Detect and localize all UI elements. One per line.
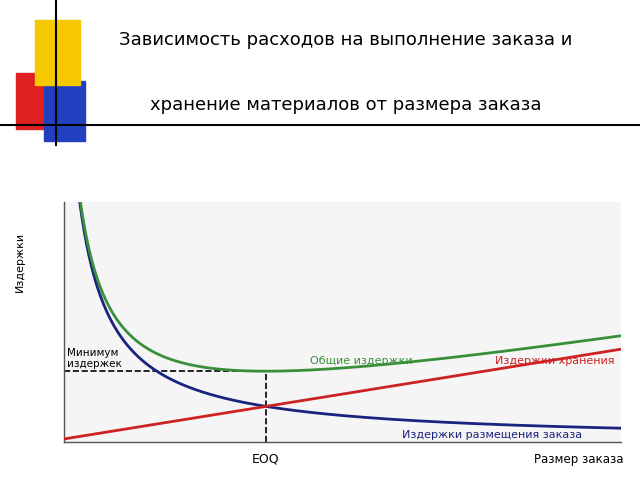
Text: Минимум
издержек: Минимум издержек (67, 348, 122, 369)
Text: Зависимость расходов на выполнение заказа и: Зависимость расходов на выполнение заказ… (119, 31, 572, 49)
Text: Общие издержки: Общие издержки (310, 356, 412, 366)
Bar (16, 72, 51, 129)
Bar (44, 81, 85, 141)
Text: EOQ: EOQ (252, 453, 280, 466)
Text: хранение материалов от размера заказа: хранение материалов от размера заказа (150, 96, 541, 114)
Text: Издержки хранения: Издержки хранения (495, 356, 615, 366)
Text: Размер заказа: Размер заказа (534, 453, 623, 466)
Text: Издержки размещения заказа: Издержки размещения заказа (403, 430, 582, 440)
Bar (35, 20, 80, 84)
Text: Издержки: Издержки (15, 231, 26, 292)
